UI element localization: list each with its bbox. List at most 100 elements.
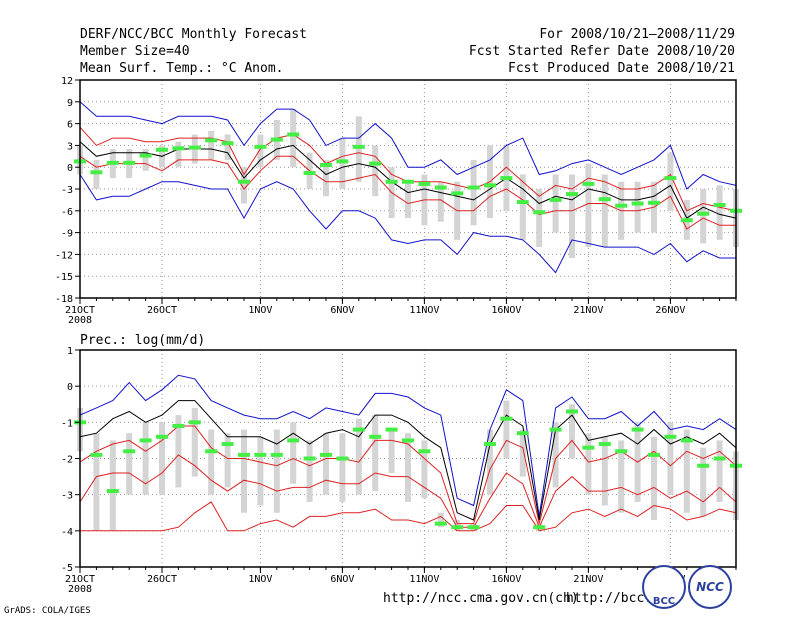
prec-median-day-2 bbox=[106, 489, 119, 494]
temp-median-day-12 bbox=[270, 137, 283, 142]
temp-median-day-8 bbox=[205, 138, 218, 143]
prec-median-day-34 bbox=[631, 427, 644, 432]
temp-median-day-16 bbox=[336, 159, 349, 164]
temp-median-day-26 bbox=[500, 176, 513, 181]
temp-xtick-label-2: 1NOV bbox=[248, 305, 272, 316]
prec-median-day-12 bbox=[270, 452, 283, 457]
temp-box-day-32 bbox=[601, 174, 608, 248]
temp-line-mean-sd bbox=[79, 155, 736, 230]
prec-median-day-20 bbox=[402, 438, 414, 443]
temp-xtick-label-4: 11NOV bbox=[409, 305, 439, 316]
temp-ytick-label-1: -15 bbox=[55, 272, 73, 283]
grads-credit: GrADS: COLA/IGES bbox=[4, 606, 91, 616]
prec-box-day-13 bbox=[290, 422, 297, 484]
temp-median-day-11 bbox=[254, 144, 267, 149]
footer-url-ch[interactable]: http://ncc.cma.gov.cn(ch) bbox=[383, 591, 579, 606]
prec-box-day-16 bbox=[339, 433, 346, 502]
prec-box-day-19 bbox=[388, 429, 395, 473]
temp-ytick-label-10: 12 bbox=[61, 76, 73, 87]
prec-median-day-5 bbox=[156, 434, 168, 439]
temp-median-day-1 bbox=[90, 170, 103, 175]
temp-median-day-20 bbox=[402, 179, 414, 184]
temp-box-day-11 bbox=[257, 134, 264, 168]
temp-median-day-39 bbox=[713, 202, 726, 207]
prec-box-day-7 bbox=[191, 407, 198, 477]
prec-box-day-17 bbox=[355, 418, 362, 495]
prec-ytick-label-5: 0 bbox=[67, 382, 73, 393]
member-size-label: Member Size=40 bbox=[80, 44, 190, 59]
temp-median-day-5 bbox=[156, 147, 168, 152]
temp-median-day-30 bbox=[566, 192, 578, 197]
prec-box-day-8 bbox=[208, 429, 215, 495]
prec-median-day-27 bbox=[516, 431, 529, 436]
temp-xtick-label-3: 6NOV bbox=[330, 305, 354, 316]
temp-box-day-10 bbox=[241, 167, 247, 204]
temp-ytick-label-7: 3 bbox=[67, 141, 73, 152]
prec-median-day-9 bbox=[221, 442, 234, 447]
temp-box-day-8 bbox=[208, 130, 215, 160]
temp-ytick-label-2: -12 bbox=[55, 250, 73, 261]
temp-ytick-label-3: -9 bbox=[61, 229, 73, 240]
temp-median-day-29 bbox=[549, 197, 562, 202]
temp-median-day-18 bbox=[369, 161, 382, 166]
temp-line-ensemble-max bbox=[79, 101, 737, 190]
variable-label: Mean Surf. Temp.: °C Anom. bbox=[80, 61, 284, 76]
prec-line-ensemble-min bbox=[80, 501, 737, 532]
prec-line-ensemble-mean bbox=[79, 400, 737, 521]
prec-median-day-15 bbox=[320, 452, 332, 457]
temp-median-day-14 bbox=[303, 171, 316, 176]
prec-ytick-label-2: -3 bbox=[61, 491, 73, 502]
prec-box-day-30 bbox=[569, 404, 575, 459]
prec-line-ensemble-max bbox=[79, 374, 737, 517]
temp-box-day-34 bbox=[634, 181, 641, 233]
start-date-label: Fcst Started Refer Date 2008/10/20 bbox=[468, 44, 735, 59]
prec-xtick-label-6: 21NOV bbox=[573, 574, 603, 585]
prec-median-day-39 bbox=[713, 456, 726, 461]
temp-ytick-label-4: -6 bbox=[61, 207, 73, 218]
temp-median-day-36 bbox=[664, 176, 677, 181]
prec-median-day-16 bbox=[336, 456, 349, 461]
temp-box-day-6 bbox=[175, 141, 182, 168]
prec-median-day-24 bbox=[467, 525, 480, 530]
temp-box-day-1 bbox=[93, 159, 100, 189]
prec-box-day-5 bbox=[159, 422, 165, 495]
prec-title: Prec.: log(mm/d) bbox=[80, 333, 206, 348]
temp-box-day-15 bbox=[323, 159, 329, 197]
temp-median-day-3 bbox=[123, 160, 136, 165]
prec-ytick-label-6: 1 bbox=[67, 346, 73, 357]
temp-median-day-9 bbox=[221, 141, 234, 146]
temp-box-day-4 bbox=[142, 149, 149, 171]
prec-box-day-10 bbox=[241, 429, 247, 513]
produced-date-label: Fcst Produced Date 2008/10/21 bbox=[508, 61, 735, 76]
prec-median-day-31 bbox=[582, 445, 595, 450]
prec-median-day-36 bbox=[664, 434, 677, 439]
prec-xtick-label-5: 16NOV bbox=[491, 574, 521, 585]
prec-box-day-31 bbox=[585, 433, 592, 495]
prec-box-day-26 bbox=[503, 400, 510, 459]
temp-median-day-19 bbox=[385, 179, 398, 184]
prec-ytick-label-4: -1 bbox=[61, 418, 73, 429]
temp-median-day-34 bbox=[631, 201, 644, 206]
prec-median-day-38 bbox=[697, 463, 710, 468]
prec-median-day-7 bbox=[188, 420, 201, 425]
prec-xtick-label-4: 11NOV bbox=[409, 574, 439, 585]
prec-box-day-36 bbox=[667, 422, 674, 495]
prec-ytick-label-3: -2 bbox=[61, 455, 73, 466]
temp-median-day-33 bbox=[615, 203, 628, 208]
prec-median-day-10 bbox=[238, 452, 250, 457]
temp-median-day-4 bbox=[139, 153, 152, 158]
prec-ytick-label-0: -5 bbox=[61, 563, 73, 574]
prec-median-day-4 bbox=[139, 438, 152, 443]
temp-box-day-13 bbox=[290, 109, 297, 168]
temp-box-day-16 bbox=[339, 138, 346, 189]
prec-median-day-13 bbox=[287, 438, 300, 443]
temp-median-day-17 bbox=[352, 144, 365, 149]
prec-box-day-6 bbox=[175, 415, 182, 488]
footer-url-bcc[interactable]: http://bcc. bbox=[566, 591, 653, 606]
temp-median-day-23 bbox=[451, 191, 464, 196]
temp-ytick-label-5: -3 bbox=[61, 185, 73, 196]
temp-median-day-7 bbox=[188, 145, 201, 150]
temp-median-day-6 bbox=[172, 146, 185, 151]
prec-median-day-14 bbox=[303, 456, 316, 461]
